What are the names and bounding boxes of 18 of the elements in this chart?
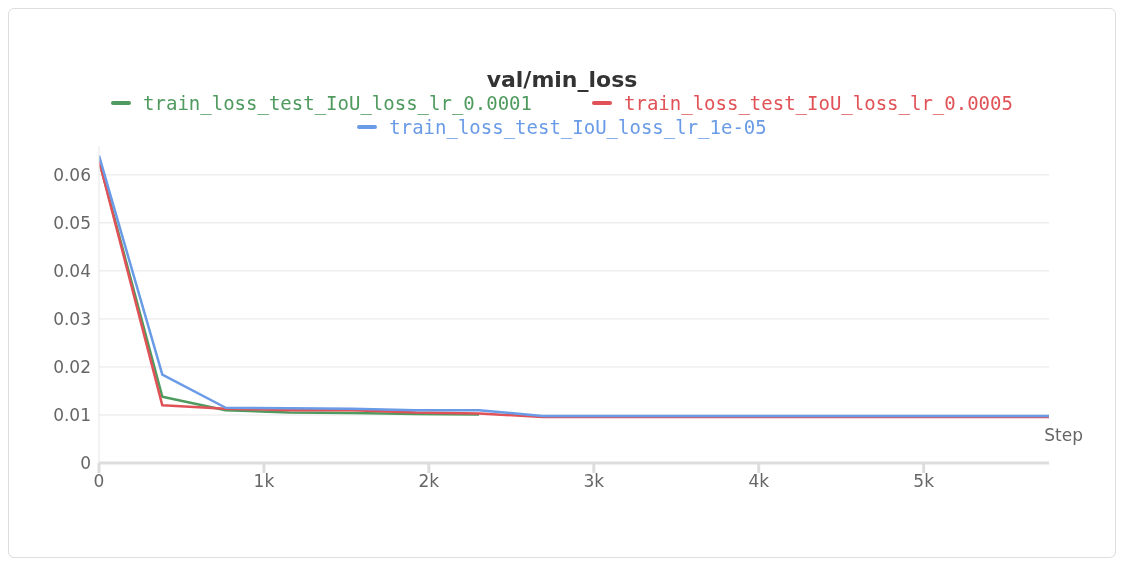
y-tick-label: 0.03 — [53, 308, 91, 329]
x-tick-label: 0 — [93, 471, 105, 492]
legend-label: train_loss_test_IoU_loss_lr_1e-05 — [388, 116, 767, 138]
x-tick-label: 5k — [913, 471, 935, 492]
x-tick-label: 4k — [748, 471, 770, 492]
y-tick-label: 0.06 — [53, 164, 91, 185]
y-tick-label: 0.02 — [53, 356, 91, 377]
y-tick-label: 0.05 — [53, 212, 91, 233]
chart-title: val/min_loss — [485, 67, 639, 92]
x-tick-label: 2k — [418, 471, 440, 492]
x-tick-label: 1k — [253, 471, 275, 492]
y-tick-label: 0.04 — [53, 260, 91, 281]
legend-label: train_loss_test_IoU_loss_lr_0.0001 — [142, 92, 532, 114]
y-tick-label: 0.01 — [53, 405, 91, 425]
x-tick-label: 3k — [583, 471, 605, 492]
x-axis-title: Step — [1044, 425, 1083, 446]
legend-label: train_loss_test_IoU_loss_lr_0.0005 — [623, 92, 1013, 114]
y-tick-label: 0 — [80, 453, 91, 474]
